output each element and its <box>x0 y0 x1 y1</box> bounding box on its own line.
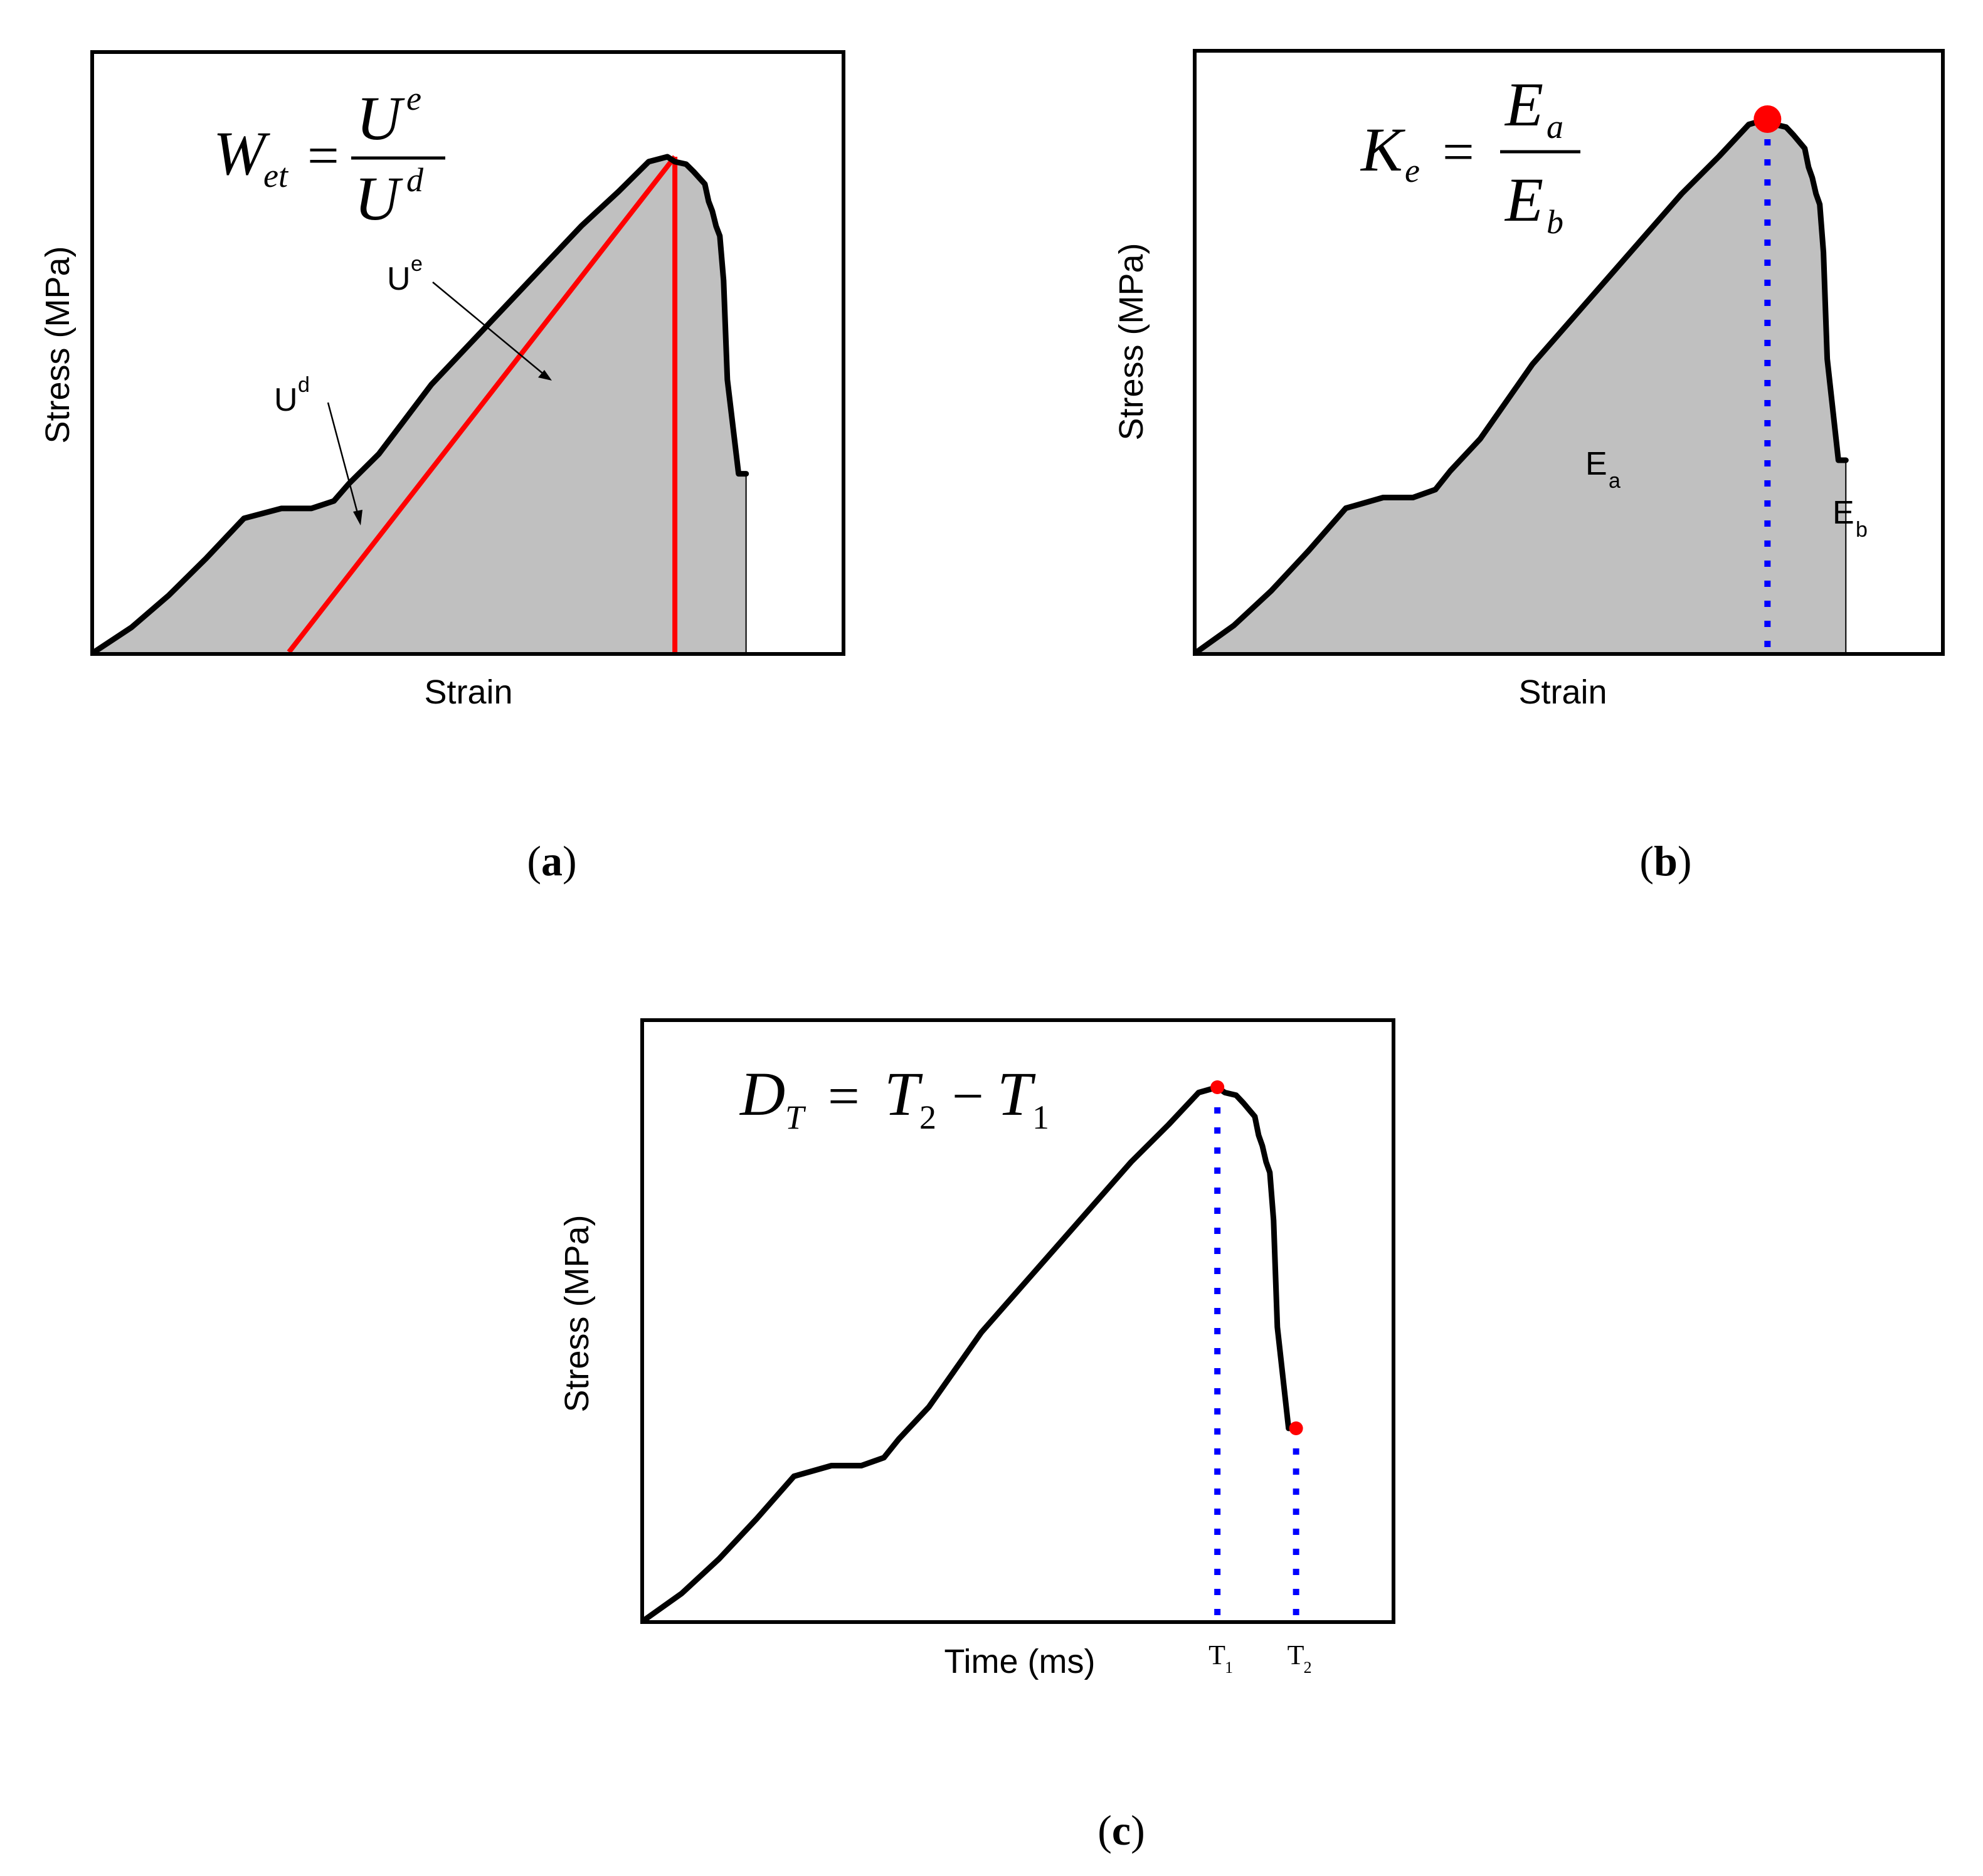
panel-a-ud-label-sup: d <box>298 373 310 397</box>
panel-a-ue-arrow-line <box>432 282 544 374</box>
panel-c-y-axis-label: Stress (MPa) <box>558 1215 596 1412</box>
panel-a-ue-label-sup: e <box>411 252 423 276</box>
panel-c-t2-tick-label: T <box>1288 1640 1304 1670</box>
panel-a-caption: (a) <box>527 837 576 885</box>
panel-b-formula-numerator: E <box>1504 70 1543 139</box>
panel-a-unloading-line <box>287 155 677 654</box>
panel-c-formula-t1-sub: 1 <box>1032 1099 1049 1136</box>
panel-a-area-fill <box>94 157 746 652</box>
panel-b: K e = E a E b E a E b Strain Stress (MPa… <box>1113 49 1945 885</box>
panel-c-t2-marker <box>1289 1421 1303 1435</box>
panel-c-t1-marker <box>1210 1080 1225 1094</box>
panel-a-formula-denominator: U <box>354 164 403 233</box>
panel-b-formula-numerator-sub: a <box>1547 108 1563 145</box>
panel-c-caption: (c) <box>1097 1806 1145 1854</box>
panel-a-y-axis-label: Stress (MPa) <box>39 246 77 443</box>
panel-c-t1-tick-label: T <box>1208 1640 1225 1670</box>
panel-c-stress-time-curve <box>641 1084 1299 1623</box>
panel-c-formula-t2-sub: 2 <box>919 1099 936 1136</box>
panel-c-t1-tick-sub: 1 <box>1225 1658 1233 1677</box>
panel-c-plot-frame <box>640 1018 1395 1624</box>
panel-c-x-axis-label: Time (ms) <box>944 1643 1096 1680</box>
panel-b-formula-denominator-sub: b <box>1547 203 1563 241</box>
panel-b-area-fill <box>1197 119 1846 652</box>
panel-a-plot-frame <box>90 50 845 656</box>
panel-a: W et = U e U d U e U d Strain Stress (MP… <box>39 50 845 885</box>
panel-a-ue-label: U <box>387 261 411 297</box>
panel-b-formula-equals: = <box>1442 121 1474 183</box>
panel-b-stress-strain-curve <box>1193 116 1849 655</box>
panel-c-formula-minus: − <box>952 1065 984 1127</box>
panel-b-x-axis-label: Strain <box>1518 673 1607 711</box>
panel-b-eb-label: E <box>1832 495 1854 531</box>
panel-a-formula-lhs: W <box>213 119 270 188</box>
panel-a-formula-lhs-sub: et <box>263 157 289 194</box>
panel-a-formula-numerator-sup: e <box>406 80 421 117</box>
panel-b-formula-lhs-sub: e <box>1405 152 1420 189</box>
panel-a-formula-numerator: U <box>356 83 405 153</box>
panel-c-formula-lhs-sub: T <box>785 1099 806 1136</box>
panel-b-caption: (b) <box>1639 837 1691 885</box>
panel-a-ud-label: U <box>274 382 298 418</box>
panel-b-peak-marker <box>1753 105 1782 133</box>
panel-a-formula-denominator-sup: d <box>406 161 424 199</box>
panel-a-formula-equals: = <box>307 125 339 187</box>
panel-c-t2-tick-sub: 2 <box>1304 1658 1312 1677</box>
panel-b-ea-label-sub: a <box>1609 469 1621 493</box>
panel-b-eb-label-sub: b <box>1856 518 1868 542</box>
panel-a-ue-arrow-head <box>538 370 552 381</box>
panel-b-y-axis-label: Stress (MPa) <box>1113 243 1150 440</box>
panel-c-formula-t2: T <box>884 1059 923 1129</box>
panel-a-x-axis-label: Strain <box>424 673 512 711</box>
panel-a-ud-arrow-line <box>327 402 359 514</box>
panel-b-formula-lhs: K <box>1360 115 1405 184</box>
panel-a-ud-arrow-head <box>353 510 362 525</box>
panel-b-formula-denominator: E <box>1504 165 1543 234</box>
panel-b-ea-label: E <box>1585 446 1607 482</box>
panel-c-formula-equals: = <box>828 1065 860 1127</box>
panel-c-formula-t1: T <box>997 1059 1036 1129</box>
panel-c: D T = T 2 − T 1 T 1 T 2 Time (ms) Stress… <box>558 1018 1395 1854</box>
panel-c-formula-lhs: D <box>739 1059 785 1129</box>
panel-a-stress-strain-curve <box>91 154 749 655</box>
panel-b-plot-frame <box>1193 49 1945 656</box>
